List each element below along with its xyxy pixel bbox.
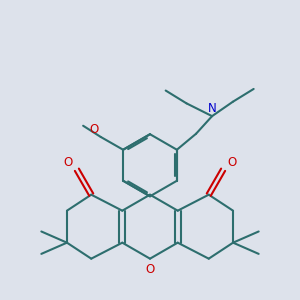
- Text: O: O: [227, 156, 237, 169]
- Text: O: O: [89, 123, 99, 136]
- Text: N: N: [208, 102, 216, 115]
- Text: O: O: [146, 263, 154, 276]
- Text: O: O: [63, 156, 73, 169]
